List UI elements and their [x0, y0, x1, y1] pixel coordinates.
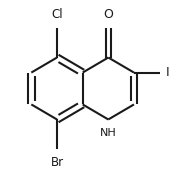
- Text: NH: NH: [100, 128, 117, 138]
- Text: Cl: Cl: [51, 8, 63, 21]
- Text: I: I: [166, 66, 169, 79]
- Text: O: O: [103, 8, 113, 21]
- Text: Br: Br: [51, 156, 64, 169]
